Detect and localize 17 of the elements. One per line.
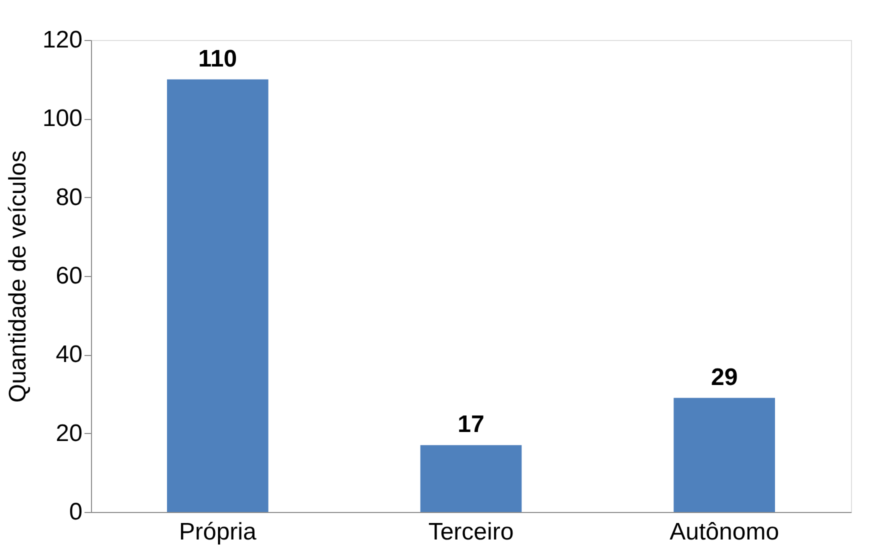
y-axis-title: Quantidade de veículos <box>4 150 32 403</box>
data-label: 17 <box>458 411 484 438</box>
y-tick-label: 60 <box>56 262 82 290</box>
bar <box>420 445 522 512</box>
bar <box>167 79 268 512</box>
y-tick-label: 80 <box>56 184 82 211</box>
x-tick-label: Terceiro <box>428 518 514 546</box>
y-tick-label: 40 <box>56 341 82 368</box>
data-label: 29 <box>710 364 738 391</box>
y-tick-label: 20 <box>56 420 82 447</box>
data-label: 110 <box>198 45 238 72</box>
x-tick-label: Autônomo <box>670 518 780 546</box>
bar <box>674 398 775 512</box>
x-tick-label: Própria <box>178 518 257 546</box>
y-tick-label: 120 <box>42 26 82 54</box>
y-tick-label: 100 <box>42 105 82 132</box>
y-tick-label: 0 <box>69 498 82 526</box>
